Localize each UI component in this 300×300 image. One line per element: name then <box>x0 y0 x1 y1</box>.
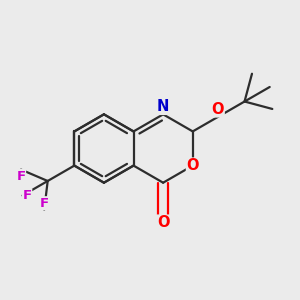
Text: O: O <box>157 215 169 230</box>
Text: N: N <box>157 99 169 114</box>
Text: O: O <box>187 158 199 173</box>
Text: F: F <box>40 197 49 210</box>
Text: O: O <box>212 102 224 117</box>
Text: F: F <box>16 169 26 183</box>
Text: F: F <box>22 189 32 202</box>
